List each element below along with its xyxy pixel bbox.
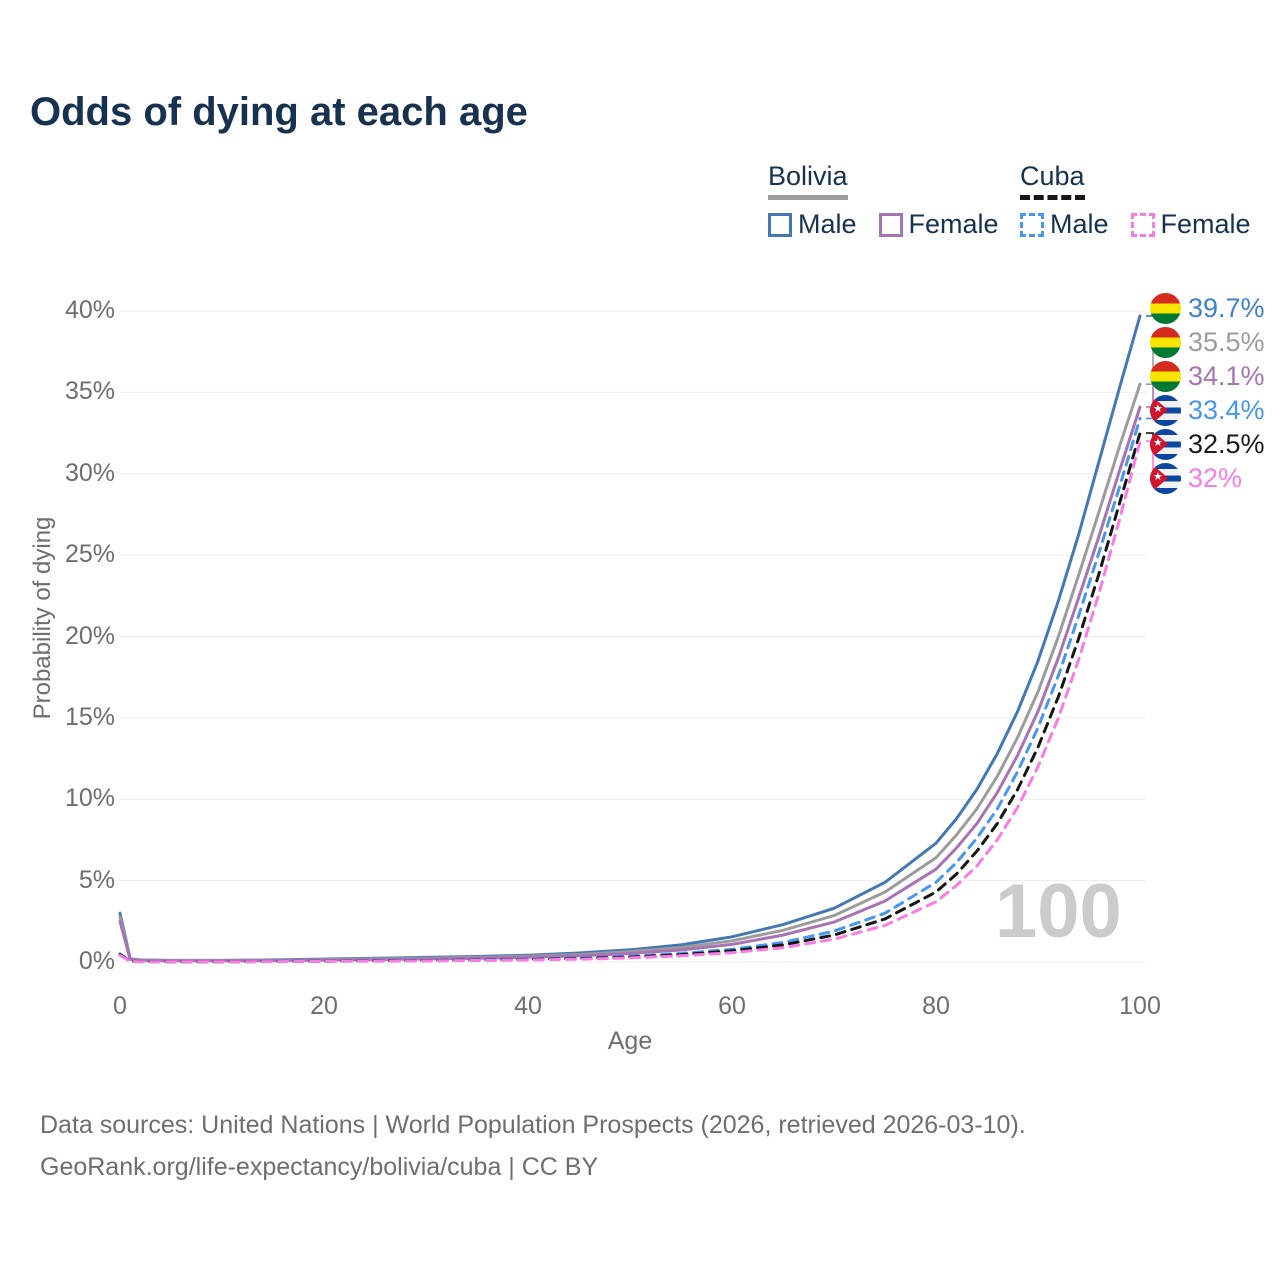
cuba-male-swatch-icon (1020, 212, 1044, 237)
legend-item-bolivia-female[interactable]: Female (878, 209, 999, 240)
x-tick: 60 (718, 992, 746, 1020)
age-watermark: 100 (995, 869, 1122, 954)
y-tick: 15% (64, 702, 115, 731)
y-tick: 0% (78, 947, 115, 975)
y-tick: 40% (64, 296, 115, 324)
y-tick: 35% (64, 377, 115, 406)
end-value: 35.5% (1188, 326, 1265, 357)
y-tick: 20% (64, 621, 115, 650)
legend-heading-bolivia: Bolivia (768, 161, 848, 200)
x-axis-label: Age (607, 1027, 653, 1055)
bolivia-flag-icon (1150, 326, 1181, 358)
end-label-cuba-both: 32.5% (1150, 427, 1265, 461)
legend-items-bolivia: Male Female (768, 209, 999, 240)
cuba-flag-icon (1150, 394, 1181, 426)
end-value: 32% (1188, 462, 1243, 493)
bolivia-flag-icon (1150, 292, 1181, 324)
cuba-flag-icon (1150, 428, 1181, 460)
x-tick: 80 (922, 992, 950, 1020)
bolivia-male-swatch-icon (768, 212, 792, 237)
end-value: 32.5% (1188, 428, 1265, 459)
page-title: Odds of dying at each age (30, 90, 528, 134)
legend-items-cuba: Male Female (1020, 209, 1251, 240)
footer: Data sources: United Nations | World Pop… (40, 1104, 1026, 1188)
x-tick: 100 (1119, 992, 1161, 1020)
y-axis-label: Probability of dying (29, 516, 56, 720)
x-tick: 0 (113, 992, 127, 1020)
legend-heading-cuba: Cuba (1020, 161, 1085, 200)
x-tick: 40 (514, 992, 542, 1020)
end-value: 34.1% (1188, 360, 1265, 391)
x-tick: 20 (310, 992, 338, 1020)
y-tick: 10% (64, 784, 115, 813)
bolivia-flag-icon (1150, 360, 1181, 392)
end-label-bolivia-both: 35.5% (1150, 325, 1265, 359)
legend-label: Female (908, 209, 999, 239)
legend-item-bolivia-male[interactable]: Male (768, 209, 857, 240)
end-label-cuba-male: 33.4% (1150, 393, 1265, 427)
end-label-bolivia-female: 34.1% (1150, 359, 1265, 393)
footer-attribution-line: GeoRank.org/life-expectancy/bolivia/cuba… (40, 1153, 599, 1181)
legend-label: Male (1050, 209, 1109, 239)
legend-label: Male (798, 209, 857, 239)
end-value: 33.4% (1188, 394, 1265, 425)
legend-group-bolivia: Bolivia Male Female (768, 161, 999, 240)
y-tick: 5% (78, 865, 115, 894)
y-tick: 25% (64, 540, 115, 569)
legend-group-cuba: Cuba Male Female (1020, 161, 1251, 240)
end-label-cuba-female: 32% (1150, 461, 1242, 495)
bolivia-female-swatch-icon (878, 212, 903, 237)
legend-label: Female (1160, 209, 1251, 239)
legend-item-cuba-male[interactable]: Male (1020, 209, 1109, 240)
y-tick: 30% (64, 458, 115, 487)
end-value: 39.7% (1188, 292, 1265, 323)
cuba-flag-icon (1150, 462, 1181, 494)
legend-item-cuba-female[interactable]: Female (1130, 209, 1251, 240)
cuba-female-swatch-icon (1130, 212, 1155, 237)
end-label-bolivia-male: 39.7% (1150, 291, 1265, 325)
footer-sources-line: Data sources: United Nations | World Pop… (40, 1111, 1026, 1139)
